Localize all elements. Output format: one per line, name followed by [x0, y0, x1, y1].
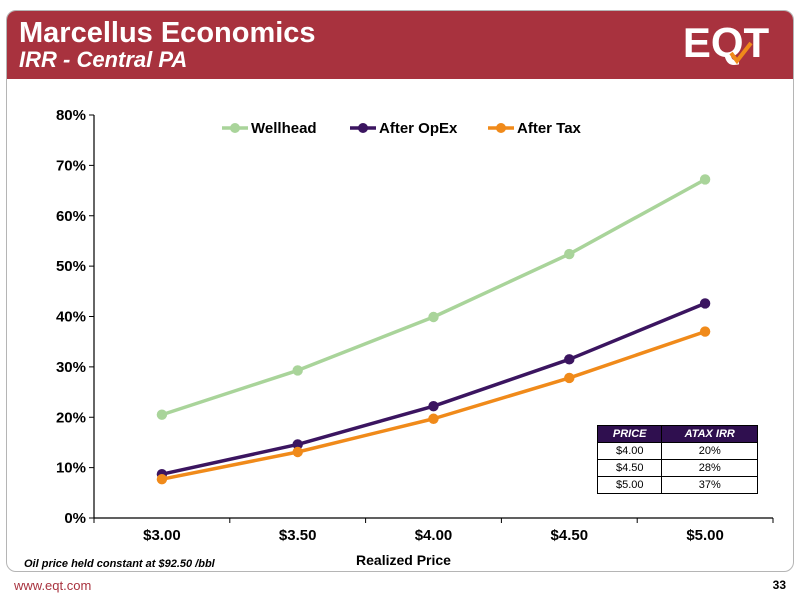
- y-tick-label: 30%: [56, 359, 86, 376]
- y-tick-label: 20%: [56, 409, 86, 426]
- table-header-row: PRICE ATAX IRR: [596, 425, 758, 443]
- eqt-logo: EQT: [683, 19, 770, 65]
- table-header-price: PRICE: [596, 425, 663, 443]
- y-tick-label: 10%: [56, 460, 86, 477]
- oil-price-note: Oil price held constant at $92.50 /bbl: [24, 558, 215, 570]
- table-row: $4.00 20%: [596, 442, 758, 460]
- x-tick-label: $4.50: [551, 527, 589, 544]
- series-line-0: [161, 177, 706, 417]
- y-tick-label: 70%: [56, 157, 86, 174]
- legend-swatch-marker: [358, 123, 368, 133]
- data-point: [428, 311, 439, 323]
- table-row: $5.00 37%: [596, 476, 758, 494]
- data-point: [699, 174, 711, 185]
- data-point: [156, 474, 168, 485]
- title-bar: Marcellus Economics IRR - Central PA EQT: [7, 11, 793, 79]
- table-cell-price: $4.50: [596, 459, 663, 477]
- x-axis-title: Realized Price: [356, 552, 451, 568]
- data-point: [292, 439, 303, 450]
- y-tick-label: 80%: [56, 107, 86, 124]
- data-point: [699, 298, 711, 309]
- y-tick-label: 60%: [56, 208, 86, 225]
- x-tick-label: $3.00: [143, 527, 181, 544]
- data-point: [292, 446, 303, 458]
- y-tick-label: 40%: [56, 309, 86, 326]
- data-point: [428, 400, 439, 412]
- x-tick-label: $4.00: [415, 527, 453, 544]
- logo-checkmark-icon: [729, 41, 753, 65]
- table-cell-irr: 37%: [661, 476, 758, 494]
- table-cell-price: $5.00: [596, 476, 663, 494]
- legend-swatch-marker: [496, 123, 506, 133]
- eqt-logo-text: EQT: [683, 19, 770, 65]
- slide-title: Marcellus Economics: [19, 17, 316, 49]
- data-point: [156, 409, 168, 420]
- data-point: [564, 248, 575, 260]
- data-point: [292, 365, 303, 376]
- table-cell-irr: 28%: [661, 459, 758, 477]
- data-point: [428, 413, 439, 424]
- legend-label: Wellhead: [251, 120, 317, 137]
- table-cell-price: $4.00: [596, 442, 663, 460]
- data-point: [699, 326, 711, 337]
- slide-frame: Marcellus Economics IRR - Central PA EQT: [6, 10, 794, 572]
- slide-subtitle: IRR - Central PA: [19, 47, 188, 72]
- x-tick-label: $3.50: [279, 527, 317, 544]
- page-number: 33: [772, 578, 786, 592]
- legend-swatch-marker: [230, 123, 240, 133]
- website-link[interactable]: www.eqt.com: [14, 578, 92, 593]
- legend-label: After Tax: [517, 120, 582, 137]
- y-tick-label: 0%: [64, 510, 86, 527]
- y-tick-label: 50%: [56, 258, 86, 275]
- data-point: [564, 354, 575, 365]
- data-point: [564, 372, 575, 384]
- x-tick-label: $5.00: [686, 527, 724, 544]
- legend-label: After OpEx: [379, 120, 458, 137]
- table-cell-irr: 20%: [661, 442, 758, 460]
- price-irr-table: PRICE ATAX IRR $4.00 20% $4.50 28% $5.00…: [596, 425, 758, 494]
- table-header-atax-irr: ATAX IRR: [661, 425, 758, 443]
- table-row: $4.50 28%: [596, 459, 758, 477]
